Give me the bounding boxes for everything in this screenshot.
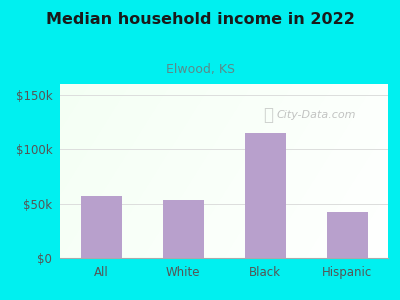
- Text: City-Data.com: City-Data.com: [276, 110, 356, 120]
- Text: Elwood, KS: Elwood, KS: [166, 63, 234, 76]
- Bar: [326, 212, 368, 258]
- Text: Ⓜ: Ⓜ: [263, 106, 273, 124]
- Bar: [80, 196, 122, 258]
- Bar: [162, 200, 204, 258]
- Bar: [244, 133, 286, 258]
- Text: Median household income in 2022: Median household income in 2022: [46, 12, 354, 27]
